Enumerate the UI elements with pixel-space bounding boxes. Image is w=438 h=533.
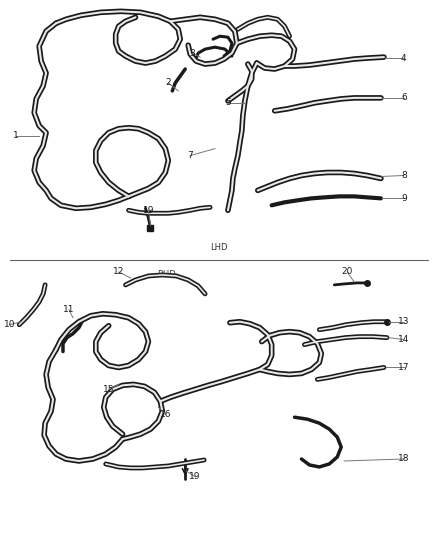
Text: 16: 16: [159, 410, 171, 419]
Text: 1: 1: [14, 131, 19, 140]
Text: 17: 17: [398, 363, 410, 372]
Text: 7: 7: [187, 151, 193, 160]
Text: 5: 5: [225, 99, 231, 107]
Text: 6: 6: [401, 93, 407, 102]
Text: 18: 18: [398, 455, 410, 464]
Text: 19: 19: [143, 206, 154, 215]
Text: 2: 2: [166, 78, 171, 87]
Text: 9: 9: [401, 194, 407, 203]
Text: 12: 12: [113, 268, 124, 277]
Text: 15: 15: [103, 385, 114, 394]
Text: 11: 11: [63, 305, 75, 314]
Text: RHD: RHD: [157, 270, 176, 279]
Text: 3: 3: [189, 49, 195, 58]
Text: 20: 20: [342, 268, 353, 277]
Text: LHD: LHD: [210, 243, 228, 252]
Text: 10: 10: [4, 320, 15, 329]
Text: 14: 14: [398, 335, 410, 344]
Text: 4: 4: [401, 54, 406, 62]
Text: 13: 13: [398, 317, 410, 326]
Text: 8: 8: [401, 171, 407, 180]
Text: 19: 19: [189, 472, 201, 481]
